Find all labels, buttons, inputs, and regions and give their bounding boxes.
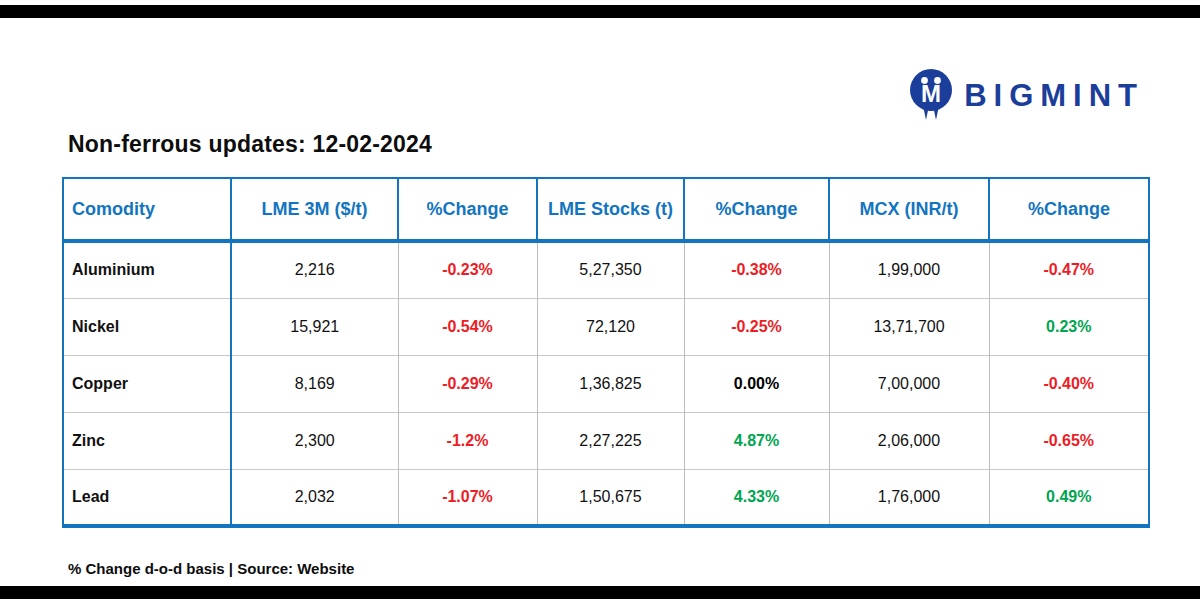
lme-3m-value: 2,032 (231, 469, 398, 526)
header-lme-stocks: LME Stocks (t) (537, 178, 684, 241)
lme-stocks-change: 0.00% (684, 355, 829, 412)
mcx-change: 0.49% (989, 469, 1149, 526)
header-comodity: Comodity (63, 178, 231, 241)
header-lme-3m: LME 3M ($/t) (231, 178, 398, 241)
page-title: Non-ferrous updates: 12-02-2024 (68, 131, 432, 158)
footnote: % Change d-o-d basis | Source: Website (68, 560, 354, 577)
table-row: Zinc 2,300 -1.2% 2,27,225 4.87% 2,06,000… (63, 412, 1149, 469)
table-row: Aluminium 2,216 -0.23% 5,27,350 -0.38% 1… (63, 241, 1149, 298)
mcx-value: 13,71,700 (829, 298, 989, 355)
lme-stocks-change: -0.38% (684, 241, 829, 298)
lme-3m-change: -1.07% (398, 469, 537, 526)
brand-logo: M BIGMINT (908, 68, 1144, 122)
lme-3m-change: -0.23% (398, 241, 537, 298)
mcx-value: 1,76,000 (829, 469, 989, 526)
lme-stocks-value: 2,27,225 (537, 412, 684, 469)
lme-stocks-value: 5,27,350 (537, 241, 684, 298)
lme-3m-change: -0.29% (398, 355, 537, 412)
header-lme-3m-change: %Change (398, 178, 537, 241)
bigmint-logo-icon: M (908, 68, 954, 122)
lme-3m-value: 15,921 (231, 298, 398, 355)
mcx-value: 2,06,000 (829, 412, 989, 469)
commodity-name: Lead (63, 469, 231, 526)
table-row: Copper 8,169 -0.29% 1,36,825 0.00% 7,00,… (63, 355, 1149, 412)
lme-3m-value: 2,216 (231, 241, 398, 298)
table-row: Nickel 15,921 -0.54% 72,120 -0.25% 13,71… (63, 298, 1149, 355)
lme-stocks-change: 4.33% (684, 469, 829, 526)
header-lme-stocks-change: %Change (684, 178, 829, 241)
commodity-name: Nickel (63, 298, 231, 355)
lme-stocks-change: -0.25% (684, 298, 829, 355)
lme-3m-change: -0.54% (398, 298, 537, 355)
header-mcx: MCX (INR/t) (829, 178, 989, 241)
svg-text:M: M (921, 80, 941, 107)
commodity-table: Comodity LME 3M ($/t) %Change LME Stocks… (62, 177, 1150, 528)
mcx-change: 0.23% (989, 298, 1149, 355)
table-row: Lead 2,032 -1.07% 1,50,675 4.33% 1,76,00… (63, 469, 1149, 526)
mcx-value: 7,00,000 (829, 355, 989, 412)
commodity-name: Aluminium (63, 241, 231, 298)
lme-3m-value: 8,169 (231, 355, 398, 412)
bottom-black-bar (0, 586, 1200, 599)
lme-stocks-value: 1,36,825 (537, 355, 684, 412)
mcx-change: -0.47% (989, 241, 1149, 298)
lme-3m-value: 2,300 (231, 412, 398, 469)
brand-name: BIGMINT (964, 80, 1144, 111)
mcx-change: -0.40% (989, 355, 1149, 412)
lme-stocks-value: 72,120 (537, 298, 684, 355)
lme-stocks-change: 4.87% (684, 412, 829, 469)
mcx-change: -0.65% (989, 412, 1149, 469)
table-header-row: Comodity LME 3M ($/t) %Change LME Stocks… (63, 178, 1149, 241)
header-mcx-change: %Change (989, 178, 1149, 241)
lme-3m-change: -1.2% (398, 412, 537, 469)
mcx-value: 1,99,000 (829, 241, 989, 298)
commodity-name: Zinc (63, 412, 231, 469)
commodity-name: Copper (63, 355, 231, 412)
top-black-bar (0, 5, 1200, 18)
lme-stocks-value: 1,50,675 (537, 469, 684, 526)
